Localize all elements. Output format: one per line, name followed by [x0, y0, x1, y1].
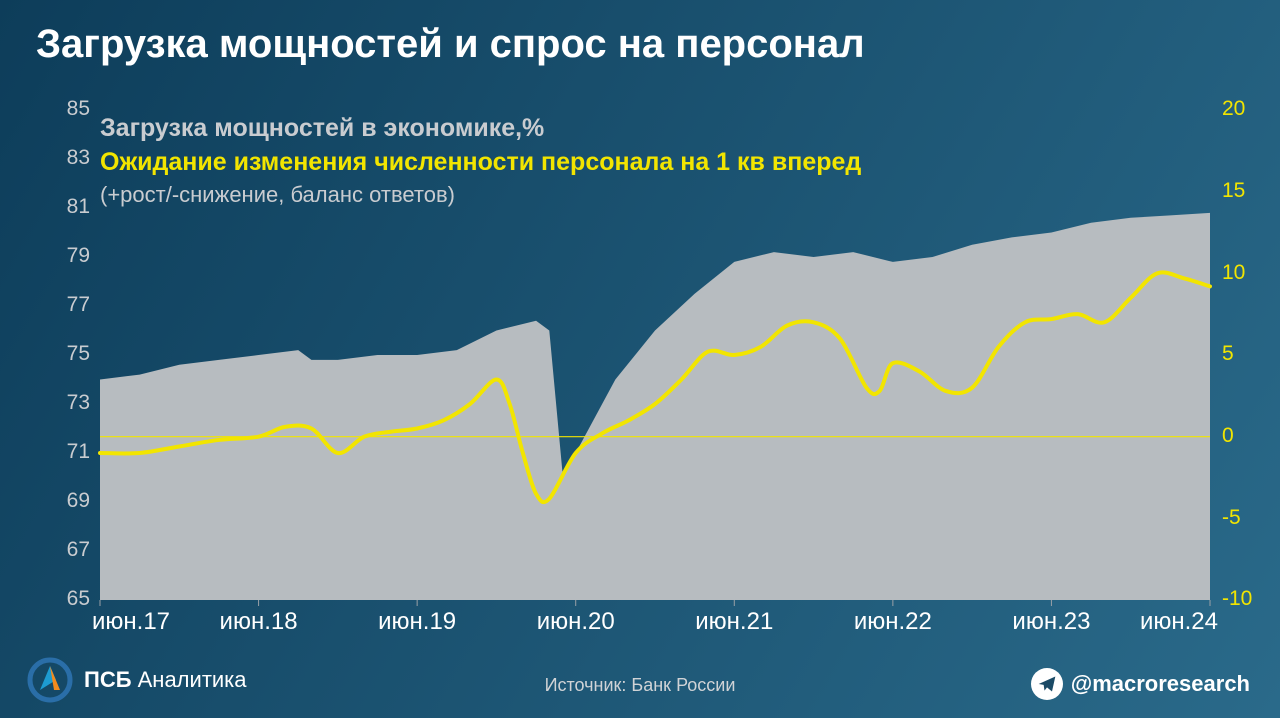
y-left-tick: 79	[67, 244, 90, 268]
x-tick: июн.17	[92, 608, 202, 636]
y-left-tick: 83	[67, 146, 90, 170]
y-left-tick: 71	[67, 440, 90, 464]
y-right-tick: 0	[1222, 424, 1234, 448]
x-tick: июн.24	[1108, 608, 1218, 636]
y-left-tick: 69	[67, 489, 90, 513]
x-tick: июн.19	[362, 608, 472, 636]
y-left-tick: 81	[67, 195, 90, 219]
y-right-tick: -10	[1222, 587, 1252, 611]
x-tick: июн.20	[521, 608, 631, 636]
telegram-icon	[1031, 668, 1063, 700]
x-tick: июн.22	[838, 608, 948, 636]
y-left-tick: 77	[67, 293, 90, 317]
y-left-tick: 65	[67, 587, 90, 611]
y-right-tick: 5	[1222, 342, 1234, 366]
telegram-link[interactable]: @macroresearch	[1031, 668, 1250, 700]
x-tick: июн.21	[679, 608, 789, 636]
y-left-tick: 75	[67, 342, 90, 366]
y-right-tick: 15	[1222, 179, 1245, 203]
y-right-tick: 20	[1222, 97, 1245, 121]
chart-title: Загрузка мощностей и спрос на персонал	[36, 22, 865, 67]
y-left-tick: 73	[67, 391, 90, 415]
y-right-tick: 10	[1222, 261, 1245, 285]
y-left-tick: 67	[67, 538, 90, 562]
y-left-tick: 85	[67, 97, 90, 121]
x-tick: июн.23	[996, 608, 1106, 636]
chart-plot	[100, 110, 1210, 608]
y-right-tick: -5	[1222, 506, 1241, 530]
x-tick: июн.18	[204, 608, 314, 636]
telegram-handle: @macroresearch	[1071, 671, 1250, 697]
